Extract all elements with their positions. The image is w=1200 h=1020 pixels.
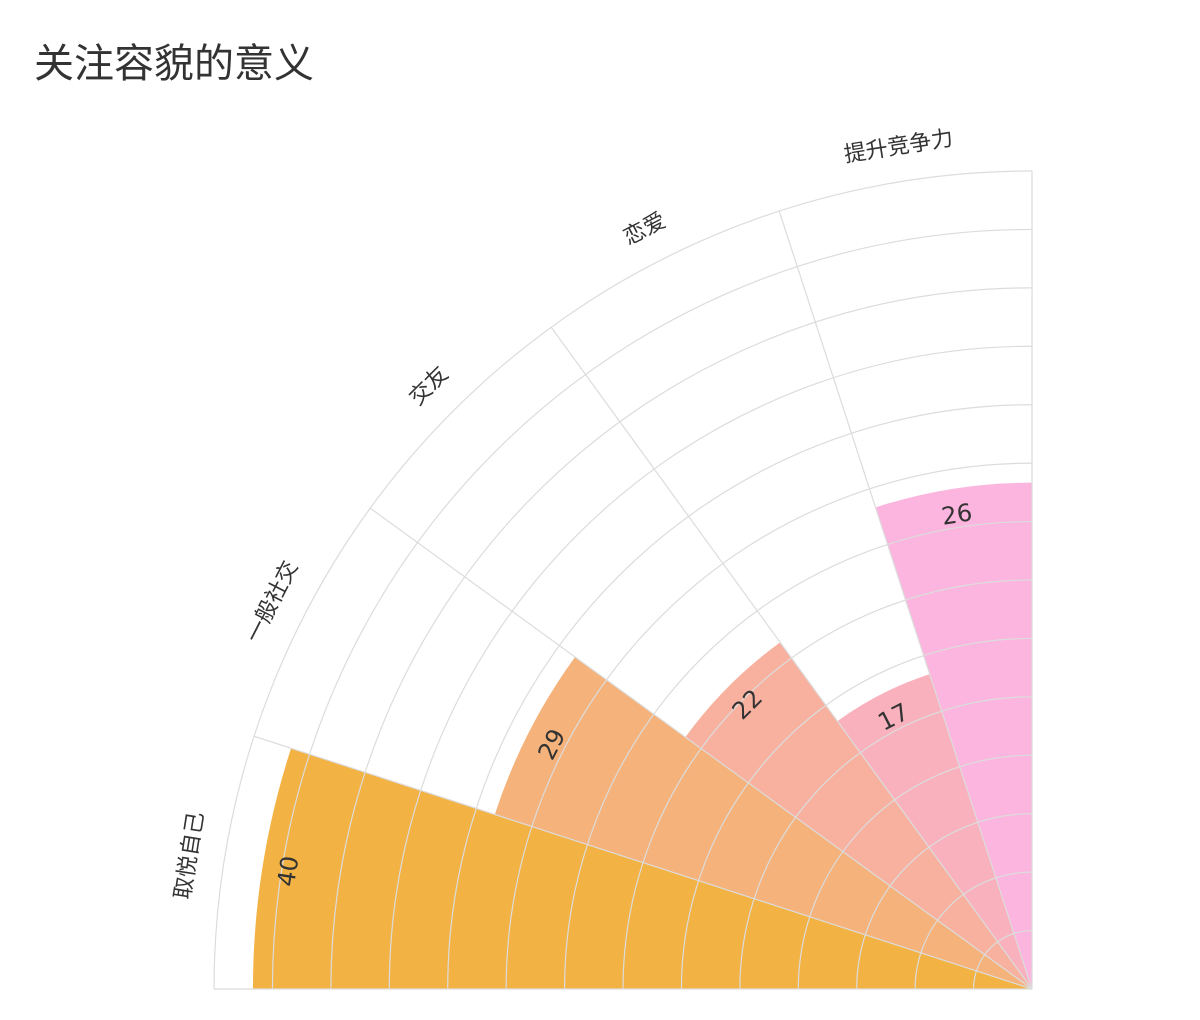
grid-ring (213, 170, 1033, 990)
spoke (253, 735, 1033, 990)
grid-ring (856, 813, 1033, 990)
bar (875, 482, 1032, 989)
category-label: 恋爱 (620, 208, 671, 250)
grid-ring (388, 345, 1033, 990)
bar (252, 748, 1032, 989)
grid-ring (271, 228, 1033, 990)
bar (685, 642, 1032, 989)
grid-ring (797, 754, 1033, 990)
grid-ring (622, 579, 1033, 990)
spoke (369, 507, 1033, 990)
grid-ring (680, 637, 1033, 990)
spoke (778, 210, 1033, 990)
data-label: 26 (940, 498, 975, 530)
grid-ring (563, 520, 1033, 990)
data-label: 40 (272, 854, 304, 889)
grid-ring (505, 462, 1033, 990)
category-label: 提升竞争力 (842, 126, 955, 168)
bar (837, 674, 1032, 989)
category-label: 一般社交 (241, 557, 303, 647)
category-label: 取悦自己 (171, 810, 209, 901)
grid-ring (914, 871, 1033, 990)
grid-ring (972, 929, 1033, 990)
grid-ring (330, 287, 1033, 990)
grid-ring (739, 696, 1033, 990)
category-label: 交友 (405, 362, 454, 411)
bar (494, 657, 1032, 989)
grid-ring (447, 404, 1033, 990)
spoke (550, 326, 1033, 990)
chart-title: 关注容貌的意义 (34, 41, 314, 87)
